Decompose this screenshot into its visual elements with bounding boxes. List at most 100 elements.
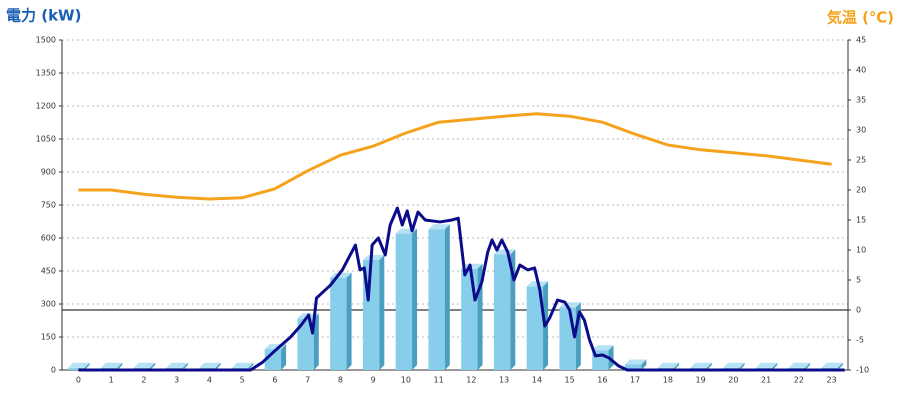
bar xyxy=(493,254,511,370)
right-axis-title: 気温 (℃) xyxy=(827,9,894,27)
x-tick-label: 18 xyxy=(663,376,673,385)
bar-top xyxy=(755,362,778,368)
x-tick-label: 17 xyxy=(630,376,640,385)
x-tick-label: 21 xyxy=(761,376,771,385)
x-tick-label: 5 xyxy=(240,376,245,385)
x-tick-label: 4 xyxy=(207,376,212,385)
x-tick-label: 19 xyxy=(696,376,706,385)
x-tick-label: 13 xyxy=(499,376,509,385)
bar-top xyxy=(723,362,745,368)
y-tick-label: 150 xyxy=(41,333,56,342)
y2-tick-label: -5 xyxy=(856,336,864,345)
bar-top xyxy=(68,362,90,368)
bar-side xyxy=(706,362,712,370)
bar xyxy=(264,349,282,370)
x-tick-label: 6 xyxy=(272,376,277,385)
y2-tick-label: 40 xyxy=(856,66,866,75)
line xyxy=(78,112,832,201)
bar xyxy=(559,307,576,370)
y2-tick-label: 15 xyxy=(856,216,866,225)
x-tick-label: 14 xyxy=(532,376,542,385)
bar xyxy=(428,229,445,370)
x-tick-label: 20 xyxy=(728,376,738,385)
x-tick-label: 22 xyxy=(794,376,804,385)
bar-side xyxy=(150,362,156,370)
bar-top xyxy=(428,224,450,230)
y2-tick-label: 10 xyxy=(856,246,866,255)
bar xyxy=(330,277,347,370)
bar-top xyxy=(166,362,188,368)
bar-top xyxy=(231,362,254,368)
bar-top xyxy=(657,362,680,368)
y2-tick-label: -10 xyxy=(856,366,869,375)
bar-side xyxy=(805,362,811,370)
y2-tick-label: 45 xyxy=(856,36,866,45)
x-tick-label: 3 xyxy=(174,376,179,385)
y-tick-label: 1200 xyxy=(36,102,56,111)
bar-side xyxy=(346,272,352,370)
bar xyxy=(68,367,85,370)
bar-side xyxy=(674,362,680,370)
bar-top xyxy=(788,362,811,368)
bar xyxy=(395,233,413,370)
bar-side xyxy=(379,255,385,370)
x-tick-label: 11 xyxy=(434,376,444,385)
y-tick-label: 300 xyxy=(41,300,56,309)
x-tick-label: 10 xyxy=(401,376,411,385)
x-tick-label: 15 xyxy=(565,376,575,385)
x-tick-label: 23 xyxy=(827,376,837,385)
bar-top xyxy=(493,249,516,255)
bar-side xyxy=(84,362,90,370)
bar-top xyxy=(133,362,156,368)
bar-top xyxy=(592,345,614,351)
bar-side xyxy=(182,362,188,370)
line xyxy=(78,206,845,372)
x-tick-label: 9 xyxy=(371,376,376,385)
bar-side xyxy=(444,224,450,370)
y-tick-label: 1050 xyxy=(36,135,56,144)
bar-side xyxy=(739,362,745,370)
y2-tick-label: 25 xyxy=(856,156,866,165)
x-tick-label: 8 xyxy=(338,376,343,385)
y2-tick-label: 5 xyxy=(856,276,861,285)
bar-side xyxy=(837,362,843,370)
bar xyxy=(624,364,642,370)
bar-top xyxy=(690,362,712,368)
bar-side xyxy=(412,228,418,370)
y-tick-label: 750 xyxy=(41,201,56,210)
bar xyxy=(461,268,478,370)
bar-side xyxy=(313,313,319,370)
left-axis-title: 電力 (kW) xyxy=(6,7,81,25)
y2-tick-label: 35 xyxy=(856,96,866,105)
x-tick-label: 2 xyxy=(141,376,146,385)
y2-tick-label: 0 xyxy=(856,306,861,315)
bar-top xyxy=(461,263,483,269)
bar-side xyxy=(248,362,254,370)
y-tick-label: 450 xyxy=(41,267,56,276)
y-tick-label: 1500 xyxy=(36,36,56,45)
y-tick-label: 0 xyxy=(51,366,56,375)
x-tick-label: 7 xyxy=(305,376,310,385)
bar-top xyxy=(100,362,123,368)
y-tick-label: 600 xyxy=(41,234,56,243)
y-tick-label: 1350 xyxy=(36,69,56,78)
y-tick-label: 900 xyxy=(41,168,56,177)
bar xyxy=(526,286,544,370)
bar-top xyxy=(624,359,647,365)
bar-side xyxy=(117,362,123,370)
bar-top xyxy=(821,362,843,368)
bar-side xyxy=(772,362,778,370)
bar-top xyxy=(362,255,385,260)
bar-side xyxy=(281,344,287,370)
x-tick-label: 16 xyxy=(597,376,607,385)
bar-top xyxy=(199,362,221,368)
bar xyxy=(297,318,314,370)
bar-side xyxy=(608,345,614,370)
x-tick-label: 1 xyxy=(109,376,114,385)
y2-tick-label: 20 xyxy=(856,186,866,195)
bar-side xyxy=(641,359,647,370)
y2-tick-label: 30 xyxy=(856,126,866,135)
bar-side xyxy=(215,362,221,370)
x-tick-label: 0 xyxy=(76,376,81,385)
